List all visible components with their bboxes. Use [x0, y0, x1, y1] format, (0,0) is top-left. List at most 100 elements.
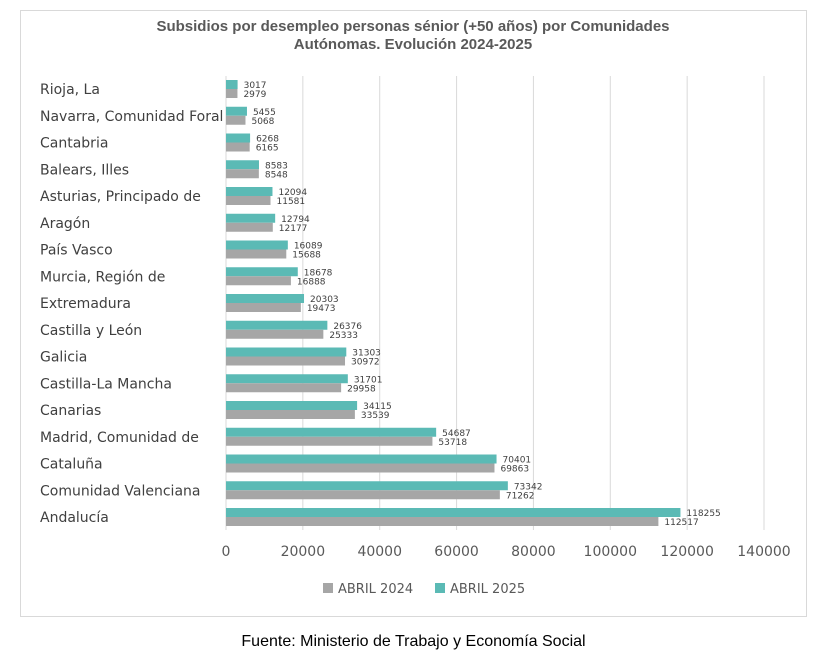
bar-abril-2025: [226, 427, 437, 437]
data-label-2024: 53718: [438, 438, 467, 448]
x-tick-label: 120000: [660, 544, 713, 560]
data-label-2025: 16089: [294, 242, 323, 252]
bar-abril-2024: [226, 329, 324, 339]
bar-abril-2025: [226, 267, 298, 277]
data-label-2025: 26376: [333, 322, 362, 332]
chart-frame: [20, 10, 807, 617]
data-label-2024: 8548: [265, 170, 288, 180]
data-label-2024: 25333: [329, 331, 358, 341]
category-label: Aragón: [40, 216, 90, 232]
category-label: Navarra, Comunidad Foral: [40, 109, 223, 125]
bar-abril-2024: [226, 436, 433, 446]
data-label-2024: 5068: [251, 117, 274, 127]
bar-abril-2024: [226, 356, 346, 366]
category-label: Comunidad Valenciana: [40, 483, 200, 499]
chart-title: Autónomas. Evolución 2024-2025: [294, 36, 532, 53]
bar-abril-2025: [226, 374, 348, 384]
data-label-2025: 12094: [278, 188, 307, 198]
category-label: Madrid, Comunidad de: [40, 430, 199, 446]
category-label: Cantabria: [40, 136, 108, 152]
x-tick-label: 40000: [357, 544, 402, 560]
bar-abril-2024: [226, 115, 246, 125]
category-label: Murcia, Región de: [40, 269, 165, 285]
bar-abril-2024: [226, 196, 271, 205]
category-label: Canarias: [40, 403, 101, 419]
bar-abril-2024: [226, 222, 273, 232]
bar-abril-2025: [226, 481, 508, 491]
bar-abril-2024: [226, 142, 250, 152]
bar-abril-2025: [226, 80, 238, 89]
legend-label: ABRIL 2025: [450, 582, 525, 597]
category-label: Asturias, Principado de: [40, 189, 201, 205]
data-label-2024: 30972: [351, 358, 380, 368]
data-label-2024: 12177: [279, 224, 308, 234]
bar-abril-2024: [226, 169, 259, 179]
bar-abril-2025: [226, 133, 251, 143]
bar-abril-2024: [226, 249, 287, 259]
bar-abril-2024: [226, 89, 238, 98]
data-label-2024: 29958: [347, 384, 376, 394]
bar-abril-2024: [226, 463, 495, 473]
data-label-2025: 8583: [265, 161, 288, 171]
bar-abril-2024: [226, 383, 342, 393]
data-label-2025: 3017: [244, 81, 267, 91]
bar-abril-2025: [226, 160, 259, 170]
x-tick-label: 80000: [511, 544, 556, 560]
data-label-2024: 112517: [664, 518, 698, 528]
chart-title: Subsidios por desempleo personas sénior …: [156, 18, 669, 35]
x-tick-label: 0: [222, 544, 231, 560]
x-tick-label: 100000: [584, 544, 637, 560]
category-label: Castilla y León: [40, 323, 142, 339]
bar-abril-2025: [226, 320, 328, 330]
category-label: Castilla-La Mancha: [40, 376, 172, 392]
bar-abril-2025: [226, 347, 347, 357]
bar-abril-2025: [226, 508, 681, 517]
category-label: Rioja, La: [40, 82, 100, 98]
data-label-2024: 71262: [506, 491, 535, 501]
x-tick-label: 140000: [737, 544, 790, 560]
data-label-2025: 34115: [363, 402, 392, 412]
data-label-2024: 33539: [361, 411, 390, 421]
data-label-2025: 73342: [514, 482, 543, 492]
legend-swatch: [435, 583, 445, 593]
x-tick-label: 20000: [281, 544, 326, 560]
data-label-2024: 19473: [307, 304, 336, 314]
data-label-2025: 5455: [253, 108, 276, 118]
category-label: País Vasco: [40, 243, 113, 259]
data-label-2024: 11581: [277, 197, 306, 207]
data-label-2025: 54687: [442, 429, 471, 439]
source-note: Fuente: Ministerio de Trabajo y Economía…: [241, 633, 586, 650]
bar-abril-2024: [226, 490, 500, 500]
bar-abril-2024: [226, 276, 291, 286]
data-label-2025: 31303: [352, 349, 381, 359]
bar-abril-2025: [226, 240, 288, 250]
category-label: Balears, Illes: [40, 162, 129, 178]
x-tick-label: 60000: [434, 544, 479, 560]
data-label-2024: 69863: [500, 465, 529, 475]
bar-abril-2025: [226, 213, 276, 223]
bar-abril-2024: [226, 517, 659, 526]
category-label: Extremadura: [40, 296, 131, 312]
data-label-2025: 20303: [310, 295, 339, 305]
bar-abril-2025: [226, 454, 497, 464]
data-label-2025: 31701: [354, 375, 383, 385]
category-label: Andalucía: [40, 510, 109, 526]
data-label-2024: 2979: [243, 90, 266, 100]
bar-abril-2025: [226, 401, 358, 410]
data-label-2024: 15688: [292, 251, 321, 261]
legend-label: ABRIL 2024: [338, 582, 413, 597]
data-label-2024: 16888: [297, 277, 326, 287]
category-label: Galicia: [40, 350, 87, 366]
bar-abril-2025: [226, 294, 305, 303]
data-label-2025: 70401: [503, 456, 532, 466]
data-label-2025: 6268: [256, 135, 279, 145]
bar-abril-2025: [226, 187, 273, 196]
data-label-2024: 6165: [256, 144, 279, 154]
bar-abril-2024: [226, 303, 301, 312]
bar-abril-2024: [226, 410, 355, 419]
data-label-2025: 18678: [304, 268, 333, 278]
data-label-2025: 118255: [686, 509, 720, 519]
bar-abril-2025: [226, 106, 247, 116]
data-label-2025: 12794: [281, 215, 310, 225]
